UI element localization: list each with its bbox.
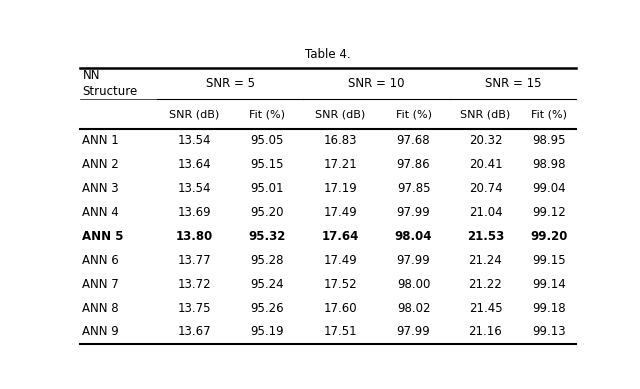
Text: 99.13: 99.13 [532,325,566,338]
Text: 17.19: 17.19 [324,182,357,195]
Text: 13.75: 13.75 [177,301,211,315]
Text: ANN 6: ANN 6 [83,254,119,267]
Text: 99.15: 99.15 [532,254,566,267]
Text: NN
Structure: NN Structure [83,69,138,98]
Text: SNR = 15: SNR = 15 [484,77,541,90]
Text: 95.20: 95.20 [250,206,284,219]
Text: 20.41: 20.41 [468,158,502,171]
Text: 13.80: 13.80 [175,230,212,243]
Text: 98.00: 98.00 [397,278,430,291]
Text: 97.85: 97.85 [397,182,430,195]
Text: 95.19: 95.19 [250,325,284,338]
Text: SNR (dB): SNR (dB) [169,109,220,119]
Text: 97.68: 97.68 [397,135,430,147]
Text: 13.64: 13.64 [177,158,211,171]
Text: 17.52: 17.52 [324,278,357,291]
Text: Table 4.: Table 4. [305,48,351,61]
Text: 97.86: 97.86 [397,158,430,171]
Text: ANN 3: ANN 3 [83,182,119,195]
Text: 95.28: 95.28 [250,254,284,267]
Text: 99.18: 99.18 [532,301,566,315]
Text: Fit (%): Fit (%) [531,109,567,119]
Text: 99.20: 99.20 [530,230,568,243]
Text: 97.99: 97.99 [397,206,431,219]
Text: 98.02: 98.02 [397,301,430,315]
Text: ANN 4: ANN 4 [83,206,119,219]
Text: 21.22: 21.22 [468,278,502,291]
Text: SNR (dB): SNR (dB) [460,109,511,119]
Text: 95.15: 95.15 [250,158,284,171]
Text: 17.21: 17.21 [324,158,357,171]
Text: SNR (dB): SNR (dB) [316,109,365,119]
Text: ANN 5: ANN 5 [83,230,124,243]
Text: 21.16: 21.16 [468,325,502,338]
Text: 95.01: 95.01 [250,182,284,195]
Text: 17.64: 17.64 [322,230,359,243]
Text: 97.99: 97.99 [397,254,431,267]
Text: 20.74: 20.74 [468,182,502,195]
Text: 21.53: 21.53 [467,230,504,243]
Text: ANN 1: ANN 1 [83,135,119,147]
Text: 13.54: 13.54 [177,182,211,195]
Text: 95.26: 95.26 [250,301,284,315]
Text: 16.83: 16.83 [324,135,357,147]
Text: 98.98: 98.98 [532,158,566,171]
Text: 95.05: 95.05 [250,135,284,147]
Text: 17.49: 17.49 [324,206,357,219]
Text: ANN 7: ANN 7 [83,278,119,291]
Text: 17.51: 17.51 [324,325,357,338]
Text: 95.24: 95.24 [250,278,284,291]
Text: 13.54: 13.54 [177,135,211,147]
Text: 13.77: 13.77 [177,254,211,267]
Text: ANN 9: ANN 9 [83,325,119,338]
Text: 98.95: 98.95 [532,135,566,147]
Text: 13.67: 13.67 [177,325,211,338]
Text: 99.04: 99.04 [532,182,566,195]
Text: 17.60: 17.60 [324,301,357,315]
Text: 21.04: 21.04 [468,206,502,219]
Text: 98.04: 98.04 [395,230,432,243]
Text: SNR = 5: SNR = 5 [205,77,255,90]
Text: 13.72: 13.72 [177,278,211,291]
Text: 17.49: 17.49 [324,254,357,267]
Text: Fit (%): Fit (%) [249,109,285,119]
Text: ANN 2: ANN 2 [83,158,119,171]
Text: 99.14: 99.14 [532,278,566,291]
Text: 13.69: 13.69 [177,206,211,219]
Text: ANN 8: ANN 8 [83,301,119,315]
Text: 99.12: 99.12 [532,206,566,219]
Text: 20.32: 20.32 [468,135,502,147]
Text: Fit (%): Fit (%) [396,109,431,119]
Text: 21.45: 21.45 [468,301,502,315]
Text: 95.32: 95.32 [248,230,286,243]
Text: 97.99: 97.99 [397,325,431,338]
Text: 21.24: 21.24 [468,254,502,267]
Text: SNR = 10: SNR = 10 [348,77,404,90]
